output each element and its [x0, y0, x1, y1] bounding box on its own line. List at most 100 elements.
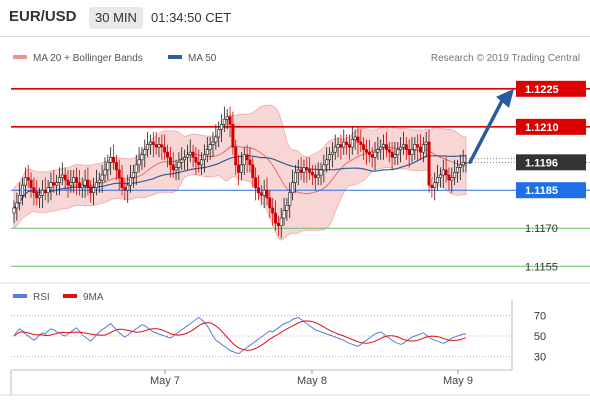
candle-body — [151, 141, 155, 145]
x-tick-label: May 9 — [443, 375, 473, 387]
candle-body — [461, 162, 465, 166]
candle-body — [441, 169, 445, 176]
candle-body — [75, 177, 79, 183]
candle-body — [89, 187, 93, 194]
level-label-bg-1-1225 — [516, 80, 586, 97]
candle-body — [106, 162, 110, 171]
candle-body — [72, 177, 76, 183]
candle-body — [194, 156, 198, 163]
candle-body — [328, 154, 332, 161]
chart-header: EUR/USD 30 MIN 01:34:50 CET — [0, 0, 590, 36]
legend-label-ma20: MA 20 + Bollinger Bands — [33, 53, 143, 64]
candle-body — [444, 169, 448, 176]
timeframe-badge[interactable]: 30 MIN — [89, 7, 143, 29]
candle-body — [228, 116, 232, 125]
candle-body — [296, 169, 300, 173]
candle-body — [390, 151, 394, 158]
candle-body — [447, 174, 451, 181]
candle-body — [157, 144, 161, 148]
candle-body — [69, 182, 73, 186]
level-label-1-1225: 1.1225 — [525, 84, 559, 96]
candle-body — [436, 177, 440, 183]
candle-body — [359, 141, 363, 145]
candle-body — [23, 177, 27, 186]
level-label-1-1170: 1.1170 — [525, 223, 558, 235]
candle-body — [305, 167, 309, 171]
legend-swatch-9ma — [63, 294, 77, 298]
candle-body — [171, 164, 175, 171]
candle-body — [26, 177, 30, 181]
candle-body — [131, 172, 135, 178]
legend-label-rsi: RSI — [33, 292, 50, 303]
projection-arrow-head — [496, 88, 514, 108]
candle-body — [365, 149, 369, 153]
candle-body — [214, 136, 218, 143]
candle-body — [268, 197, 272, 209]
candle-body — [262, 189, 266, 196]
candle-body — [424, 141, 428, 145]
candle-body — [114, 162, 118, 171]
candle-body — [464, 162, 468, 164]
candle-body — [32, 187, 36, 194]
candle-body — [350, 139, 354, 148]
candle-body — [211, 141, 215, 145]
candle-body — [52, 182, 56, 186]
candle-body — [274, 212, 278, 224]
candle-body — [282, 210, 286, 219]
candle-body — [353, 136, 357, 140]
candle-body — [191, 151, 195, 158]
candle-body — [293, 172, 297, 183]
candle-body — [376, 149, 380, 153]
candle-body — [256, 187, 260, 194]
level-label-bg-1-1185 — [516, 182, 586, 199]
candle-body — [339, 144, 343, 148]
candle-body — [416, 144, 420, 148]
x-tick-label: May 8 — [297, 375, 327, 387]
rsi-tick-30: 30 — [534, 352, 546, 364]
candle-body — [21, 184, 25, 196]
candle-body — [103, 169, 107, 176]
candle-body — [347, 144, 351, 148]
candle-body — [367, 151, 371, 156]
candle-body — [450, 177, 454, 181]
candle-body — [382, 144, 386, 148]
candle-body — [29, 179, 33, 188]
level-label-1-1185: 1.1185 — [525, 185, 558, 197]
candle-body — [237, 164, 241, 173]
candle-body — [140, 154, 144, 161]
candle-body — [146, 144, 150, 150]
candle-body — [251, 164, 255, 178]
x-tick-label: May 7 — [150, 375, 180, 387]
candle-body — [438, 174, 442, 178]
candle-body — [245, 154, 249, 161]
candle-body — [111, 156, 115, 163]
candle-body — [407, 149, 411, 156]
rsi-line — [13, 316, 466, 355]
level-label-1-1155: 1.1155 — [525, 261, 558, 273]
candle-body — [208, 144, 212, 150]
candle-body — [291, 182, 295, 194]
candle-body — [123, 187, 127, 191]
projection-arrow-shaft — [468, 99, 504, 165]
candle-body — [430, 184, 434, 188]
candle-body — [384, 144, 388, 150]
candle-body — [259, 192, 263, 196]
candle-body — [325, 159, 329, 166]
candle-body — [177, 162, 181, 168]
candle-body — [455, 167, 459, 173]
candle-body — [399, 146, 403, 150]
rsi-tick-70: 70 — [534, 310, 546, 322]
legend-swatch-rsi — [13, 294, 27, 298]
timestamp: 01:34:50 CET — [151, 10, 232, 25]
candle-body — [299, 169, 303, 173]
candle-body — [276, 222, 280, 226]
candle-body — [379, 146, 383, 150]
candle-body — [421, 144, 425, 153]
candle-body — [396, 149, 400, 156]
candle-body — [174, 167, 178, 171]
candle-body — [373, 151, 377, 158]
candle-body — [356, 136, 360, 143]
candle-body — [180, 159, 184, 163]
candle-body — [109, 156, 113, 163]
candle-body — [43, 189, 47, 194]
